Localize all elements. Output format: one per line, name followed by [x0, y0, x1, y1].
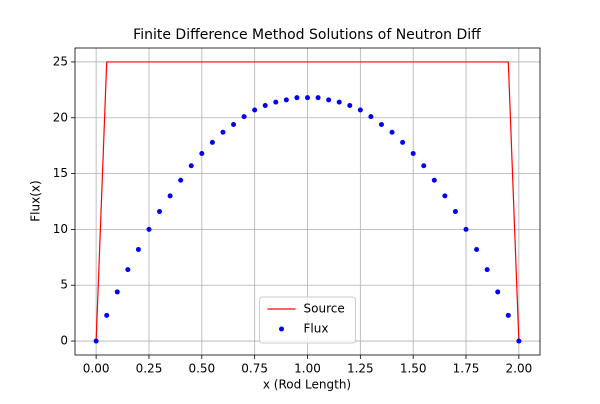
- flux-point: [431, 177, 437, 183]
- flux-point: [378, 121, 384, 127]
- flux-point: [157, 209, 163, 215]
- flux-point: [463, 226, 469, 232]
- x-tick-label: 1.75: [453, 362, 480, 376]
- flux-point: [104, 312, 110, 318]
- flux-point: [199, 150, 205, 156]
- flux-point: [252, 107, 258, 113]
- flux-point: [336, 99, 342, 105]
- flux-point: [495, 289, 501, 295]
- y-axis-label: Flux(x): [29, 180, 43, 221]
- flux-point: [220, 129, 226, 135]
- x-tick-label: 2.00: [506, 362, 533, 376]
- flux-point: [231, 121, 237, 127]
- flux-point: [114, 289, 120, 295]
- flux-point: [505, 312, 511, 318]
- flux-point: [389, 129, 395, 135]
- y-tick-label: 5: [60, 278, 68, 292]
- flux-point: [241, 114, 247, 120]
- flux-point: [410, 150, 416, 156]
- flux-point: [484, 267, 490, 273]
- y-tick-label: 0: [60, 334, 68, 348]
- legend-label: Flux: [304, 322, 329, 336]
- flux-point: [146, 226, 152, 232]
- x-tick-label: 0.00: [83, 362, 110, 376]
- flux-point: [178, 177, 184, 183]
- flux-point: [273, 99, 279, 105]
- flux-point: [516, 338, 522, 344]
- x-tick-label: 0.25: [136, 362, 163, 376]
- flux-point: [357, 107, 363, 113]
- flux-point: [188, 163, 194, 169]
- x-axis-label: x (Rod Length): [263, 378, 351, 392]
- chart-title: Finite Difference Method Solutions of Ne…: [133, 27, 481, 43]
- flux-point: [400, 139, 406, 145]
- flux-point: [326, 97, 332, 103]
- flux-point: [209, 139, 215, 145]
- flux-point: [368, 114, 374, 120]
- y-tick-label: 10: [53, 222, 68, 236]
- flux-point: [93, 338, 99, 344]
- legend-label: Source: [304, 302, 345, 316]
- y-tick-label: 20: [53, 110, 68, 124]
- x-tick-label: 0.75: [241, 362, 268, 376]
- legend-swatch: [279, 326, 284, 332]
- flux-point: [125, 267, 131, 273]
- flux-point: [135, 247, 141, 253]
- flux-point: [262, 102, 268, 108]
- x-tick-label: 1.00: [294, 362, 321, 376]
- flux-point: [452, 209, 458, 215]
- flux-point: [347, 102, 353, 108]
- flux-point: [294, 95, 300, 101]
- legend: Source Flux: [259, 296, 356, 344]
- flux-point: [315, 95, 321, 101]
- y-tick-label: 25: [53, 54, 68, 68]
- flux-point: [474, 247, 480, 253]
- plot-frame: [74, 47, 541, 356]
- y-tick-label: 15: [53, 166, 68, 180]
- flux-point: [305, 95, 310, 101]
- x-tick-label: 1.50: [400, 362, 427, 376]
- flux-point: [283, 97, 289, 103]
- source-line: [95, 61, 520, 342]
- x-tick-label: 1.25: [347, 362, 374, 376]
- flux-point: [442, 193, 448, 199]
- x-tick-label: 0.50: [188, 362, 215, 376]
- flux-point: [167, 193, 173, 199]
- flux-point: [421, 163, 427, 169]
